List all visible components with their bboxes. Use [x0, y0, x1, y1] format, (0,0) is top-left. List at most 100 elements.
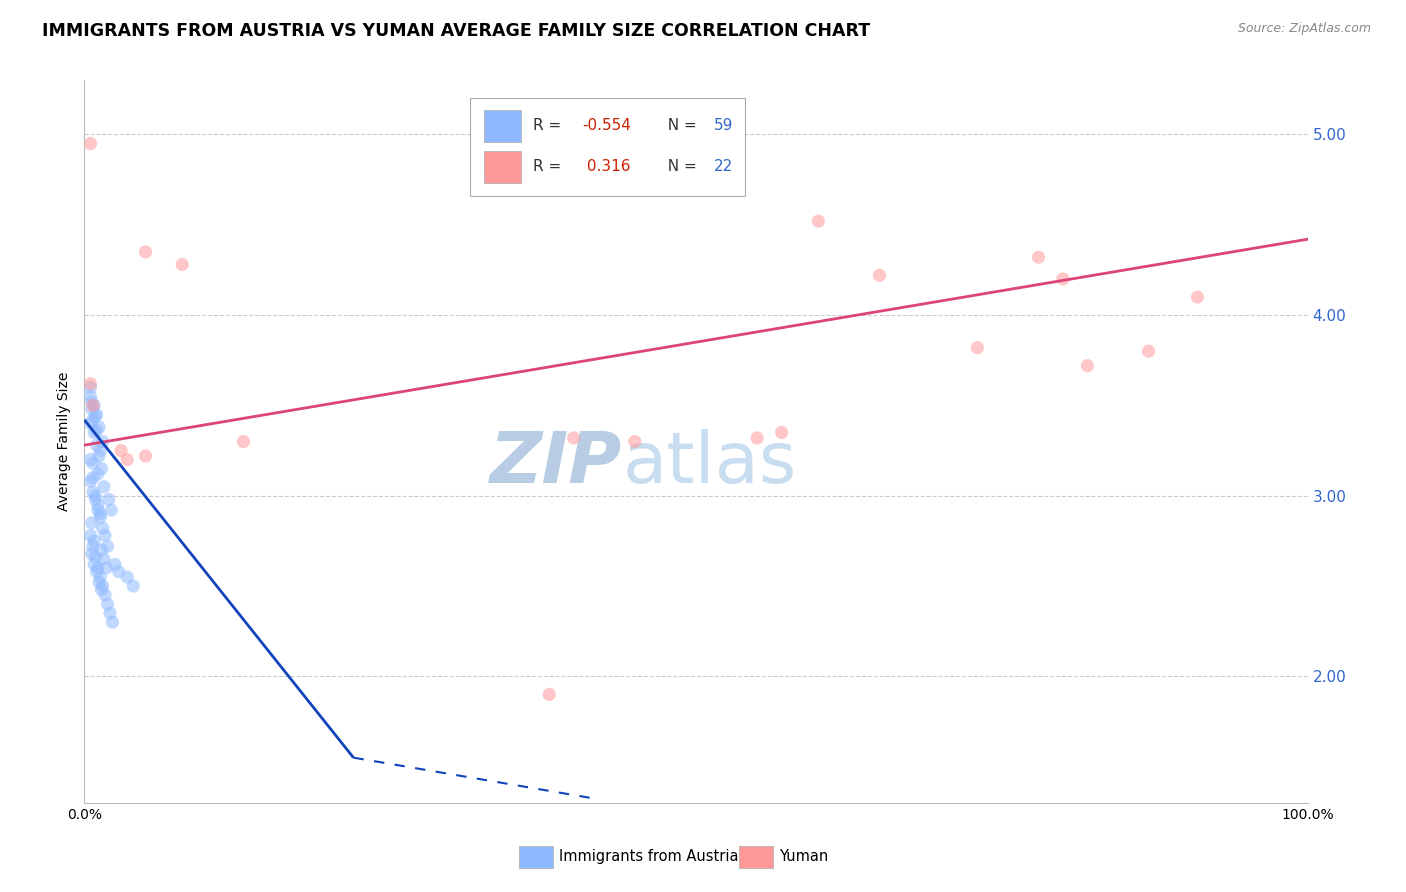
- Point: [562, 431, 585, 445]
- Point: [82, 539, 104, 553]
- Point: [89, 510, 111, 524]
- Point: [86, 438, 108, 452]
- Point: [1187, 290, 1209, 304]
- Point: [770, 425, 793, 440]
- Point: [84, 492, 107, 507]
- Point: [1028, 250, 1050, 264]
- Point: [84, 409, 107, 424]
- FancyBboxPatch shape: [484, 110, 522, 142]
- Point: [86, 424, 108, 438]
- Point: [79, 475, 101, 489]
- Point: [80, 547, 103, 561]
- Point: [807, 214, 830, 228]
- Point: [115, 452, 138, 467]
- Point: [747, 431, 769, 445]
- Point: [98, 606, 121, 620]
- Point: [87, 467, 110, 481]
- Text: IMMIGRANTS FROM AUSTRIA VS YUMAN AVERAGE FAMILY SIZE CORRELATION CHART: IMMIGRANTS FROM AUSTRIA VS YUMAN AVERAGE…: [42, 22, 870, 40]
- Point: [79, 417, 101, 431]
- Point: [135, 244, 157, 259]
- Point: [90, 542, 112, 557]
- Point: [79, 376, 101, 391]
- Point: [84, 489, 107, 503]
- Point: [89, 443, 111, 458]
- Point: [83, 533, 105, 548]
- Point: [82, 413, 104, 427]
- Text: 0.316: 0.316: [582, 160, 631, 175]
- Point: [80, 402, 103, 417]
- Point: [122, 579, 145, 593]
- Point: [538, 688, 561, 702]
- Point: [115, 570, 138, 584]
- Text: R =: R =: [533, 119, 567, 133]
- Point: [1137, 344, 1160, 359]
- Point: [79, 389, 101, 403]
- Text: Yuman: Yuman: [779, 849, 828, 864]
- Point: [79, 380, 101, 394]
- Point: [232, 434, 254, 449]
- Point: [87, 561, 110, 575]
- Point: [90, 461, 112, 475]
- Point: [87, 503, 110, 517]
- Point: [84, 550, 107, 565]
- Y-axis label: Average Family Size: Average Family Size: [58, 372, 72, 511]
- Text: Immigrants from Austria: Immigrants from Austria: [560, 849, 738, 864]
- Point: [82, 398, 104, 412]
- Point: [79, 528, 101, 542]
- Text: -0.554: -0.554: [582, 119, 631, 133]
- Point: [104, 558, 127, 572]
- Point: [86, 565, 108, 579]
- Text: atlas: atlas: [623, 429, 797, 498]
- Point: [89, 570, 111, 584]
- Point: [82, 485, 104, 500]
- Text: ZIP: ZIP: [491, 429, 623, 498]
- Point: [100, 503, 122, 517]
- Point: [97, 492, 120, 507]
- Point: [1076, 359, 1098, 373]
- Point: [94, 528, 117, 542]
- Point: [93, 552, 115, 566]
- Point: [107, 565, 129, 579]
- Point: [89, 507, 111, 521]
- Point: [79, 136, 101, 151]
- Point: [135, 449, 157, 463]
- Point: [1052, 272, 1074, 286]
- Point: [966, 341, 988, 355]
- Point: [96, 561, 118, 575]
- Text: R =: R =: [533, 160, 567, 175]
- Point: [82, 471, 104, 485]
- Point: [624, 434, 647, 449]
- Point: [97, 597, 120, 611]
- Point: [80, 394, 103, 409]
- Point: [94, 588, 117, 602]
- Text: N =: N =: [658, 160, 702, 175]
- Point: [91, 434, 114, 449]
- Point: [93, 480, 115, 494]
- Point: [87, 575, 110, 590]
- Point: [87, 420, 110, 434]
- Point: [83, 398, 105, 412]
- Point: [101, 615, 124, 630]
- Point: [869, 268, 891, 283]
- Point: [87, 449, 110, 463]
- FancyBboxPatch shape: [470, 98, 745, 196]
- Point: [91, 521, 114, 535]
- Point: [90, 582, 112, 597]
- FancyBboxPatch shape: [484, 151, 522, 183]
- Text: 22: 22: [714, 160, 734, 175]
- Point: [86, 408, 108, 422]
- Point: [83, 425, 105, 440]
- Point: [80, 516, 103, 530]
- FancyBboxPatch shape: [738, 847, 773, 868]
- Text: N =: N =: [658, 119, 702, 133]
- Point: [82, 456, 104, 470]
- Point: [79, 452, 101, 467]
- Point: [110, 443, 132, 458]
- Point: [83, 558, 105, 572]
- Text: 59: 59: [714, 119, 734, 133]
- Point: [97, 539, 120, 553]
- Text: Source: ZipAtlas.com: Source: ZipAtlas.com: [1237, 22, 1371, 36]
- Point: [87, 498, 110, 512]
- Point: [91, 579, 114, 593]
- Point: [172, 258, 194, 272]
